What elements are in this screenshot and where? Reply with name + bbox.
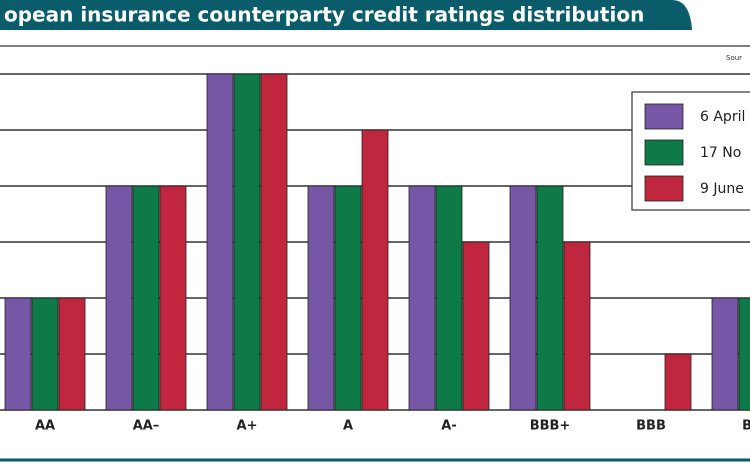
- bar: [738, 297, 750, 411]
- x-tick-label: BBB: [636, 419, 666, 434]
- x-tick-label: BBB+: [530, 419, 571, 434]
- bar: [58, 297, 86, 411]
- bar: [260, 73, 288, 411]
- bar: [536, 185, 564, 411]
- legend-swatch: [644, 139, 684, 166]
- bar: [4, 297, 32, 411]
- legend-label: 9 June: [700, 181, 744, 197]
- bar: [233, 73, 261, 411]
- bar: [159, 185, 187, 411]
- bar: [334, 185, 362, 411]
- bar: [408, 185, 436, 411]
- bar: [711, 297, 739, 411]
- bar: [31, 297, 59, 411]
- bar: [105, 185, 133, 411]
- legend-label: 17 No: [700, 145, 741, 161]
- x-tick-label: BB: [742, 419, 750, 434]
- bar: [664, 353, 692, 411]
- legend-label: 6 April: [700, 109, 745, 125]
- bar: [206, 73, 234, 411]
- bar: [563, 241, 591, 411]
- bar: [307, 185, 335, 411]
- bar: [361, 129, 389, 411]
- bar: [435, 185, 463, 411]
- bar: [509, 185, 537, 411]
- legend-swatch: [644, 175, 684, 202]
- x-tick-label: A-: [441, 419, 456, 434]
- x-tick-label: AA–: [133, 419, 160, 434]
- x-tick-label: AA: [35, 419, 55, 434]
- x-tick-label: A+: [237, 419, 258, 434]
- title-banner: [0, 0, 692, 30]
- bar: [462, 241, 490, 411]
- x-tick-label: A: [343, 419, 353, 434]
- legend-swatch: [644, 103, 684, 130]
- bar: [132, 185, 160, 411]
- chart-title: opean insurance counterparty credit rati…: [4, 3, 644, 27]
- source-label: Sour: [726, 54, 742, 62]
